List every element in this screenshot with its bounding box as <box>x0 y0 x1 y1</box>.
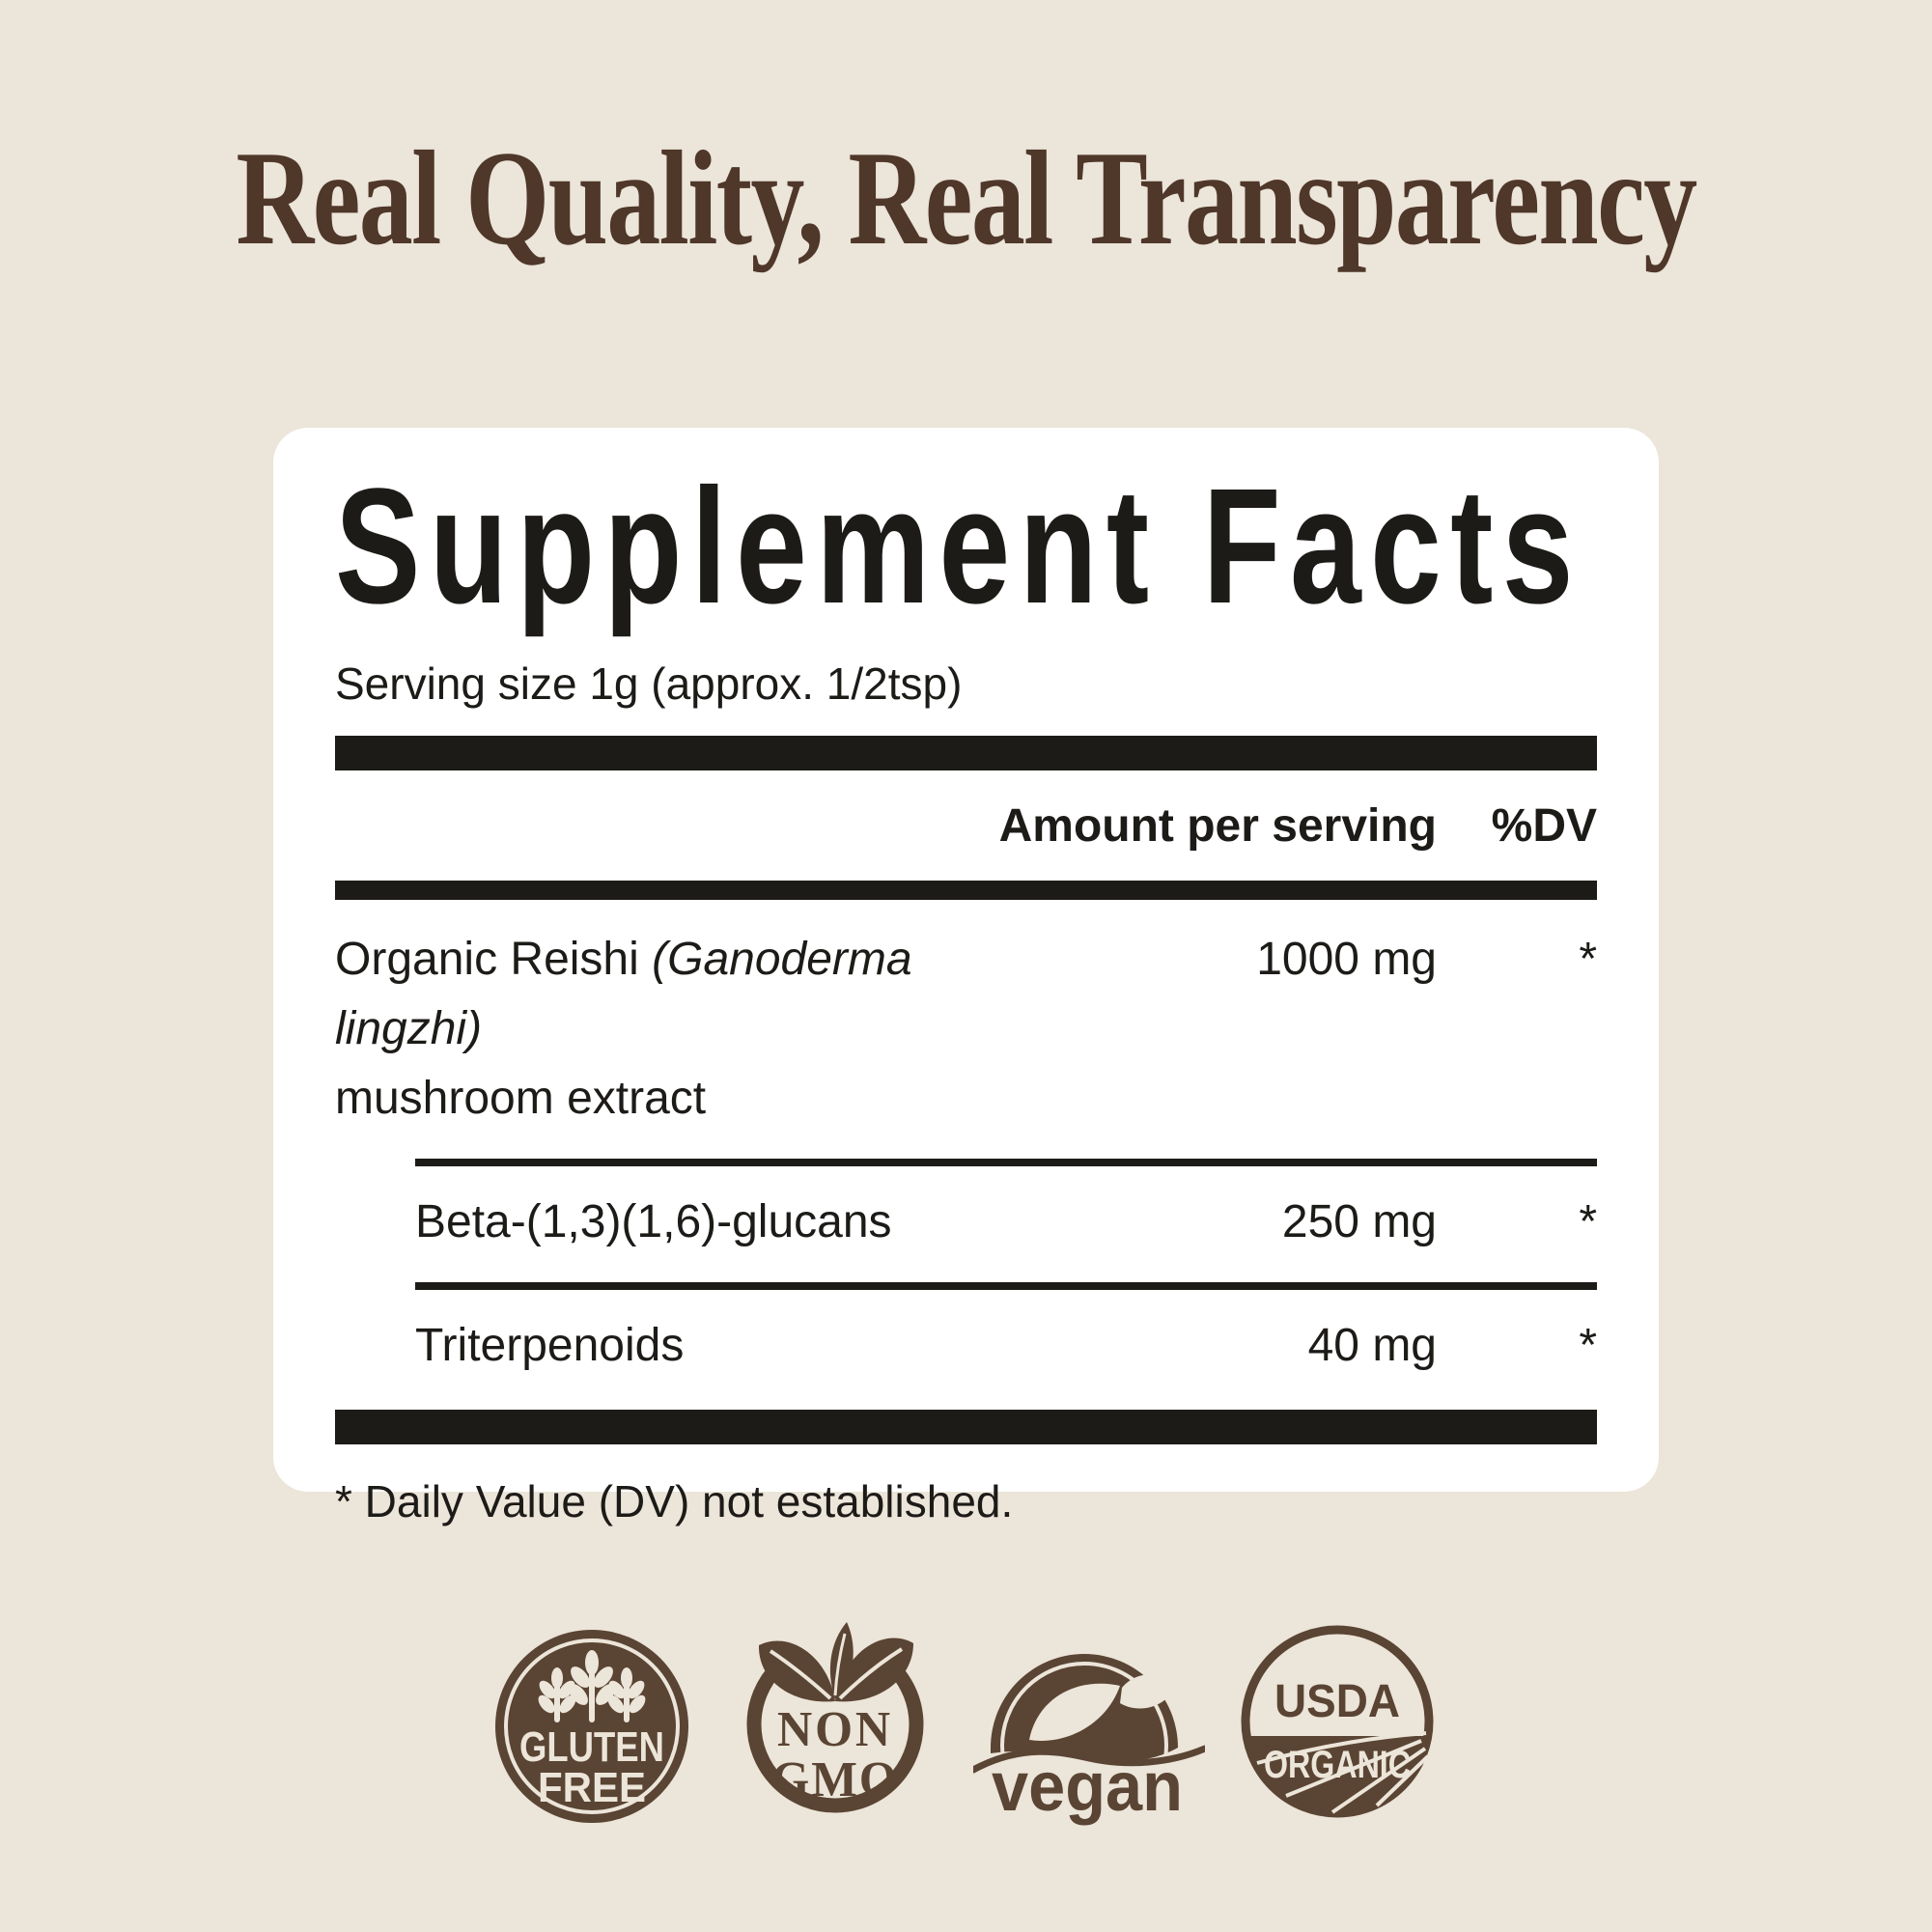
divider-thick-top <box>335 736 1597 771</box>
ingredient-name: Organic Reishi (Ganoderma lingzhi) mushr… <box>335 925 983 1134</box>
field-rows-icon <box>1256 1731 1430 1814</box>
ingredient-name: Beta-(1,3)(1,6)-glucans <box>415 1196 892 1248</box>
table-row-reishi: Organic Reishi (Ganoderma lingzhi) mushr… <box>335 925 1597 1134</box>
page-title: Real Quality, Real Transparency <box>236 124 1697 273</box>
table-row-triterpenoids: Triterpenoids 40 mg * <box>335 1311 1597 1381</box>
panel-title: Supplement Facts <box>335 455 1582 638</box>
ingredient-latin-name: (Ganoderma lingzhi) <box>335 934 912 1055</box>
leaf-icon <box>1029 1673 1176 1741</box>
organic-label: ORGANIC <box>1264 1744 1411 1786</box>
ingredient-amount: 1000 mg <box>1256 934 1437 986</box>
dv-footnote: * Daily Value (DV) not established. <box>335 1476 1014 1527</box>
usda-organic-icon: USDA ORGANIC <box>1241 1625 1434 1818</box>
vegan-label: vegan <box>992 1749 1183 1826</box>
ingredient-name-line2: mushroom extract <box>335 1073 707 1125</box>
non-gmo-badge: NON GMO <box>743 1601 927 1823</box>
vegan-icon: vegan <box>973 1654 1205 1828</box>
ingredient-dv: * <box>1579 1320 1597 1372</box>
ingredient-name-text: Organic Reishi <box>335 934 653 986</box>
ingredient-name-line1: Organic Reishi (Ganoderma lingzhi) <box>335 925 983 1064</box>
serving-size: Serving size 1g (approx. 1/2tsp) <box>335 658 963 709</box>
non-gmo-icon: NON GMO <box>746 1622 924 1813</box>
ingredient-amount: 250 mg <box>1281 1196 1437 1248</box>
non-gmo-label-line2: GMO <box>771 1752 899 1807</box>
table-header-row: Amount per serving %DV <box>335 792 1597 861</box>
usda-label: USDA <box>1274 1676 1400 1727</box>
gluten-free-badge: GLUTEN FREE <box>495 1630 688 1823</box>
supplement-facts-panel: Supplement Facts Serving size 1g (approx… <box>273 428 1659 1526</box>
divider-sub-1 <box>415 1159 1597 1167</box>
usda-organic-badge: USDA ORGANIC <box>1236 1620 1439 1823</box>
divider-medium <box>335 881 1597 901</box>
gluten-free-label-line1: GLUTEN <box>519 1723 664 1771</box>
ingredient-name: Triterpenoids <box>415 1320 685 1372</box>
divider-thick-bottom <box>335 1410 1597 1445</box>
column-header-amount: Amount per serving <box>998 800 1437 853</box>
vegan-badge: vegan <box>973 1610 1205 1828</box>
ground-swoosh-icon <box>973 1745 1205 1774</box>
gluten-free-label-line2: FREE <box>538 1764 646 1811</box>
leaves-icon <box>758 1622 913 1702</box>
ingredient-dv: * <box>1579 934 1597 986</box>
divider-sub-2 <box>415 1282 1597 1291</box>
gluten-free-icon: GLUTEN FREE <box>495 1630 688 1823</box>
ingredient-dv: * <box>1579 1196 1597 1248</box>
ingredient-amount: 40 mg <box>1307 1320 1437 1372</box>
column-header-dv: %DV <box>1491 800 1597 853</box>
wheat-icon <box>538 1650 646 1722</box>
non-gmo-label-line1: NON <box>777 1702 893 1757</box>
table-row-beta-glucans: Beta-(1,3)(1,6)-glucans 250 mg * <box>335 1188 1597 1257</box>
